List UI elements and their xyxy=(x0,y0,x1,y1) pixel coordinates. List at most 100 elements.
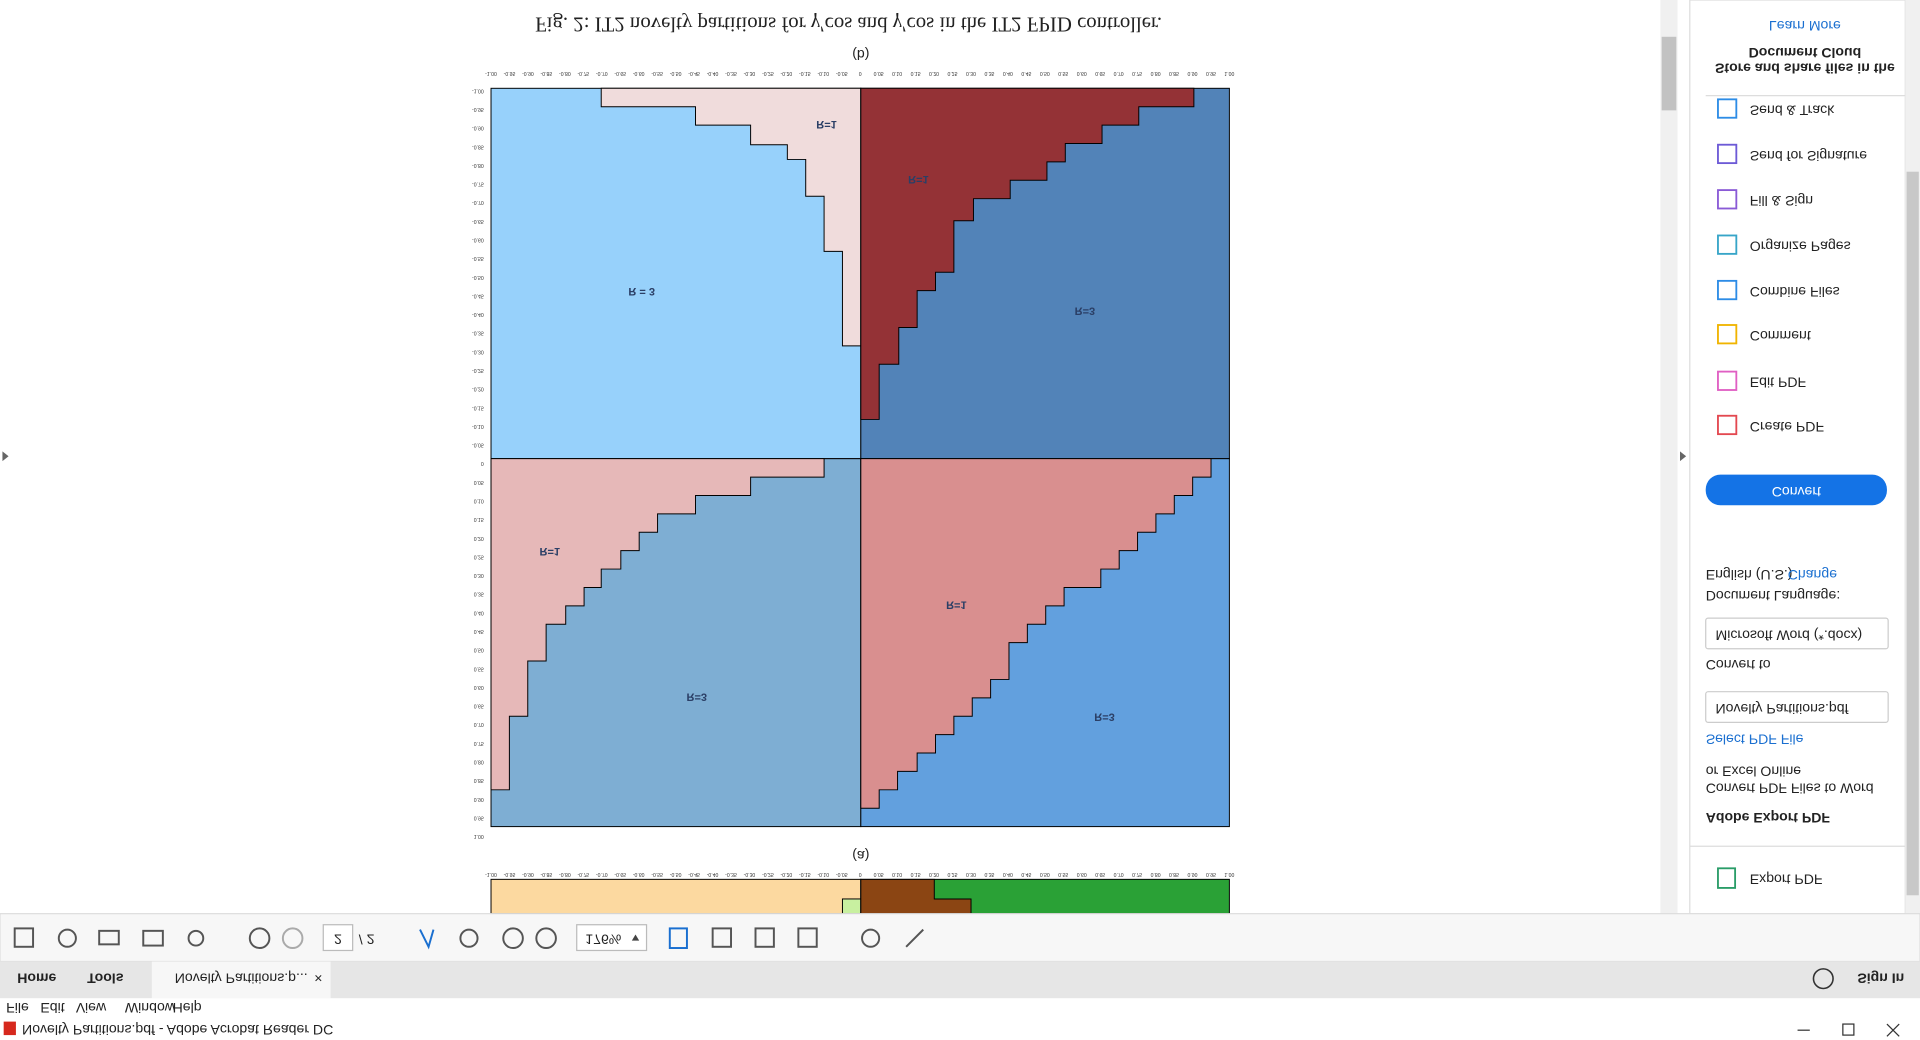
change-link[interactable]: Change xyxy=(1788,567,1837,583)
zoom-arrow[interactable] xyxy=(631,934,640,941)
y-tick-label: -0.65 xyxy=(472,218,484,224)
x-tick-label: -0.45 xyxy=(688,70,700,76)
window-controls[interactable] xyxy=(1797,1023,1900,1037)
y-tick-label: -0.05 xyxy=(472,442,484,448)
page-input[interactable] xyxy=(322,924,354,952)
document-tab[interactable] xyxy=(151,961,331,999)
zoom[interactable]: 176% xyxy=(585,931,621,947)
x-tick-label: 0.95 xyxy=(1206,871,1216,877)
x-tick-label: 0 xyxy=(859,871,862,877)
scroll-thumb[interactable] xyxy=(1661,36,1677,111)
app-icon xyxy=(3,1021,16,1036)
y-tick-label: -0.80 xyxy=(472,162,484,168)
x-tick-label: 0.55 xyxy=(1058,871,1068,877)
region xyxy=(490,458,825,791)
page-number[interactable]: 2 xyxy=(334,931,342,947)
x-tick-label: 0.75 xyxy=(1132,70,1142,76)
tool[interactable]: Combine Files xyxy=(1750,284,1840,300)
learn-more[interactable]: Learn More xyxy=(1769,18,1841,34)
home-tab[interactable]: Home xyxy=(17,971,56,987)
convert-label[interactable]: Convert xyxy=(1772,484,1821,500)
x-tick-label: 0.10 xyxy=(892,871,902,877)
x-tick-label: 0.45 xyxy=(1021,871,1031,877)
y-tick-label: -0.50 xyxy=(472,274,484,280)
select-file[interactable]: Select PDF File xyxy=(1706,732,1804,748)
y-tick-label: -0.90 xyxy=(472,125,484,131)
scrollbar[interactable] xyxy=(1660,0,1678,914)
tool[interactable]: Edit PDF xyxy=(1750,375,1807,391)
tab-close[interactable]: × xyxy=(314,971,322,987)
language: English (U.S.) xyxy=(1706,567,1793,583)
x-tick-label: -0.95 xyxy=(504,70,516,76)
x-tick-label: -1.00 xyxy=(485,70,497,76)
x-tick-label: -0.60 xyxy=(633,871,645,877)
page-total: / 2 xyxy=(359,931,375,947)
y-tick-label: 0.80 xyxy=(474,758,484,764)
x-tick-label: 0.80 xyxy=(1151,70,1161,76)
tool[interactable]: Send for Signature xyxy=(1750,148,1867,164)
y-tick-label: -0.35 xyxy=(472,330,484,336)
icon xyxy=(1717,867,1737,889)
x-tick-label: -0.40 xyxy=(707,871,719,877)
region-label: R=1 xyxy=(816,118,836,130)
x-tick-label: 0.95 xyxy=(1206,70,1216,76)
x-tick-label: -0.65 xyxy=(614,871,626,877)
menu-item[interactable]: Help xyxy=(173,1000,202,1016)
toolbar xyxy=(0,913,1920,963)
y-tick-label: 0 xyxy=(481,460,484,466)
y-tick-label: -0.75 xyxy=(472,181,484,187)
pane-toggle[interactable] xyxy=(1680,451,1687,462)
tools-tab[interactable]: Tools xyxy=(87,971,124,987)
sign-in[interactable]: Sign In xyxy=(1857,971,1904,987)
x-tick-label: -0.75 xyxy=(577,70,589,76)
y-tick-label: 0.45 xyxy=(474,628,484,634)
region xyxy=(841,898,862,915)
x-tick-label: 0.60 xyxy=(1077,871,1087,877)
format-dropdown[interactable] xyxy=(1705,617,1889,650)
y-tick-label: 0.95 xyxy=(474,814,484,820)
x-tick-label: -0.35 xyxy=(725,871,737,877)
export-pdf[interactable]: Export PDF xyxy=(1750,871,1823,887)
menu-item[interactable]: View xyxy=(76,1000,107,1016)
left-arrow[interactable] xyxy=(2,451,9,462)
tool[interactable]: Organize Pages xyxy=(1750,239,1851,255)
x-tick-label: -0.20 xyxy=(781,871,793,877)
tool[interactable]: Send & Track xyxy=(1750,102,1835,118)
menu-item[interactable]: Window xyxy=(125,1000,176,1016)
x-tick-label: -0.30 xyxy=(744,70,756,76)
x-tick-label: 0.70 xyxy=(1114,871,1124,877)
help-icon[interactable] xyxy=(1812,968,1834,990)
y-tick-label: -0.60 xyxy=(472,237,484,243)
tool[interactable]: Fill & Sign xyxy=(1750,193,1813,209)
tool[interactable]: Comment xyxy=(1750,328,1811,344)
x-tick-label: 0.20 xyxy=(929,70,939,76)
x-tick-label: -0.05 xyxy=(836,871,848,877)
x-tick-label: 0.25 xyxy=(948,871,958,877)
x-tick-label: -0.15 xyxy=(799,871,811,877)
toolbar-icons[interactable] xyxy=(13,927,924,950)
y-tick-label: -0.20 xyxy=(472,386,484,392)
document-tab-label[interactable]: Novelty Partitions.p... xyxy=(175,971,308,987)
pane-scroll-thumb[interactable] xyxy=(1906,171,1919,896)
convert-button[interactable] xyxy=(1705,474,1887,506)
x-tick-label: -0.95 xyxy=(504,871,516,877)
x-tick-label: 0.75 xyxy=(1132,871,1142,877)
tool[interactable]: Create PDF xyxy=(1750,419,1825,435)
menu-item[interactable]: File xyxy=(6,1000,29,1016)
menu-item[interactable]: Edit xyxy=(40,1000,64,1016)
y-tick-label: 0.10 xyxy=(474,498,484,504)
y-tick-label: 0.05 xyxy=(474,479,484,485)
y-tick-label: 0.50 xyxy=(474,647,484,653)
y-tick-label: -0.25 xyxy=(472,367,484,373)
x-tick-label: 0.35 xyxy=(984,70,994,76)
y-tick-label: 0.25 xyxy=(474,553,484,559)
file-input[interactable] xyxy=(1705,691,1889,723)
y-tick-label: 0.55 xyxy=(474,665,484,671)
y-tick-label: 0.65 xyxy=(474,703,484,709)
x-tick-label: -0.10 xyxy=(817,70,829,76)
panel-label: (b) xyxy=(852,47,869,63)
heading: Adobe Export PDF xyxy=(1706,810,1831,826)
y-tick-label: 0.70 xyxy=(474,721,484,727)
label: Convert to xyxy=(1706,657,1771,673)
region-label: R=1 xyxy=(540,545,560,557)
